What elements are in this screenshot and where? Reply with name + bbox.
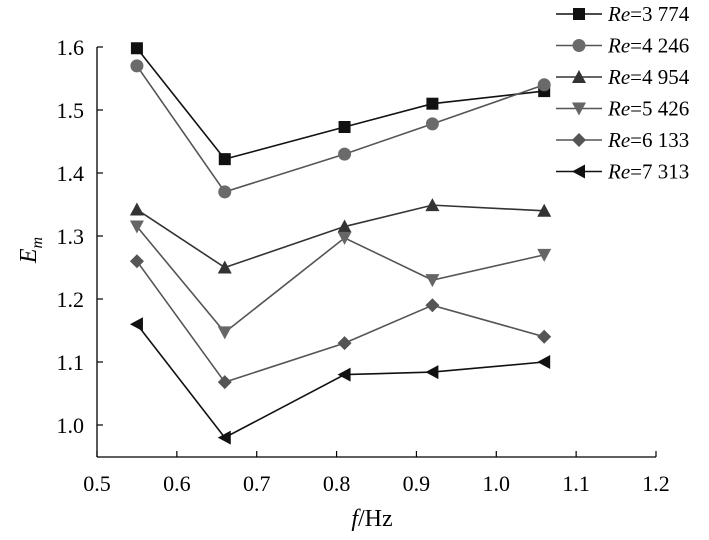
legend-marker — [572, 70, 586, 83]
data-point — [337, 231, 352, 245]
legend-label-prefix: Re — [607, 65, 630, 89]
data-point — [425, 365, 439, 380]
data-point — [217, 375, 232, 390]
legend-label-value: =4 246 — [630, 34, 689, 58]
data-point — [217, 430, 231, 445]
data-point — [218, 185, 232, 199]
data-point — [129, 202, 144, 216]
data-point — [217, 326, 232, 340]
y-tick-label: 1.4 — [57, 161, 85, 186]
legend-label-prefix: Re — [607, 160, 630, 184]
x-tick-label: 1.0 — [483, 471, 511, 496]
x-tick-label: 0.9 — [403, 471, 431, 496]
plot-area — [129, 42, 552, 445]
data-point — [337, 367, 351, 382]
y-axis-title: Em — [16, 237, 46, 264]
legend-marker — [572, 102, 586, 116]
y-tick-label: 1.6 — [57, 35, 85, 60]
series-line — [136, 47, 545, 161]
legend-item-6: Re=7 313 — [556, 160, 689, 184]
data-point — [129, 220, 144, 234]
data-point — [425, 117, 439, 131]
legend-label-prefix: Re — [607, 128, 630, 152]
y-tick-label: 1.5 — [57, 98, 85, 123]
ticks: 0.5 0.6 0.7 0.8 0.9 1.0 1.1 1.2 1.0 1.1 1.2 1.3 1.4 1… — [57, 35, 670, 496]
legend-item-1: Re=3 774 — [556, 2, 690, 26]
series-4 — [129, 220, 552, 340]
legend-label-value: =4 954 — [630, 65, 690, 89]
y-tick-label: 1.3 — [57, 224, 85, 249]
legend-label: Re=5 426 — [607, 97, 689, 121]
y-tick-label: 1.0 — [57, 413, 85, 438]
series-3 — [129, 198, 552, 274]
legend-label-value: =3 774 — [630, 2, 690, 26]
y-tick-label: 1.1 — [57, 350, 85, 375]
legend-marker — [572, 164, 585, 179]
y-axis-title-main: E — [16, 248, 42, 264]
data-point — [338, 147, 352, 161]
series-line — [136, 226, 545, 334]
data-point — [425, 274, 440, 288]
data-point — [537, 78, 551, 92]
x-tick-label: 0.6 — [163, 471, 191, 496]
legend-label-prefix: Re — [607, 97, 630, 121]
x-tick-label: 0.7 — [243, 471, 271, 496]
data-point — [537, 248, 552, 262]
legend-marker — [572, 39, 586, 52]
legend-label: Re=6 133 — [607, 128, 689, 152]
legend-label-value: =5 426 — [630, 97, 689, 121]
legend-label: Re=4 954 — [607, 65, 690, 89]
data-point — [130, 59, 144, 73]
data-point — [129, 317, 143, 332]
x-tick-label: 1.2 — [642, 471, 670, 496]
data-point — [337, 219, 352, 233]
data-point — [537, 329, 552, 344]
data-point — [129, 254, 144, 269]
series-6 — [129, 317, 551, 445]
x-tick-label: 1.1 — [562, 471, 590, 496]
data-point — [537, 355, 551, 369]
data-point — [130, 42, 143, 55]
x-tick-label: 0.8 — [323, 471, 351, 496]
y-tick-label: 1.2 — [57, 287, 85, 312]
x-axis-title-italic: f — [351, 506, 361, 532]
series-line — [136, 260, 545, 384]
legend-item-2: Re=4 246 — [556, 34, 689, 58]
legend-item-3: Re=4 954 — [556, 65, 690, 89]
series-2 — [130, 59, 551, 199]
data-point — [425, 298, 440, 313]
data-point — [338, 121, 351, 134]
x-axis-title: f/Hz — [351, 506, 392, 532]
svg-text:Em: Em — [16, 237, 46, 264]
legend-label-value: =6 133 — [630, 128, 689, 152]
series-5 — [129, 254, 552, 390]
data-point — [217, 260, 232, 274]
legend-label-prefix: Re — [607, 34, 630, 58]
legend-label: Re=4 246 — [607, 34, 689, 58]
data-point — [426, 97, 439, 110]
legend-label: Re=3 774 — [607, 2, 690, 26]
legend-label: Re=7 313 — [607, 160, 689, 184]
legend-label-value: =7 313 — [630, 160, 689, 184]
data-point — [425, 198, 440, 212]
data-point — [337, 336, 352, 351]
legend-marker — [572, 133, 586, 147]
y-axis-title-sub: m — [29, 237, 46, 249]
x-tick-label: 0.5 — [83, 471, 111, 496]
legend-label-prefix: Re — [607, 2, 630, 26]
legend-item-4: Re=5 426 — [556, 97, 689, 121]
data-point — [537, 203, 552, 217]
x-axis-title-unit: /Hz — [358, 506, 393, 532]
legend-item-5: Re=6 133 — [556, 128, 689, 152]
legend-marker — [573, 8, 585, 20]
data-point — [218, 153, 231, 166]
axes — [96, 47, 656, 458]
